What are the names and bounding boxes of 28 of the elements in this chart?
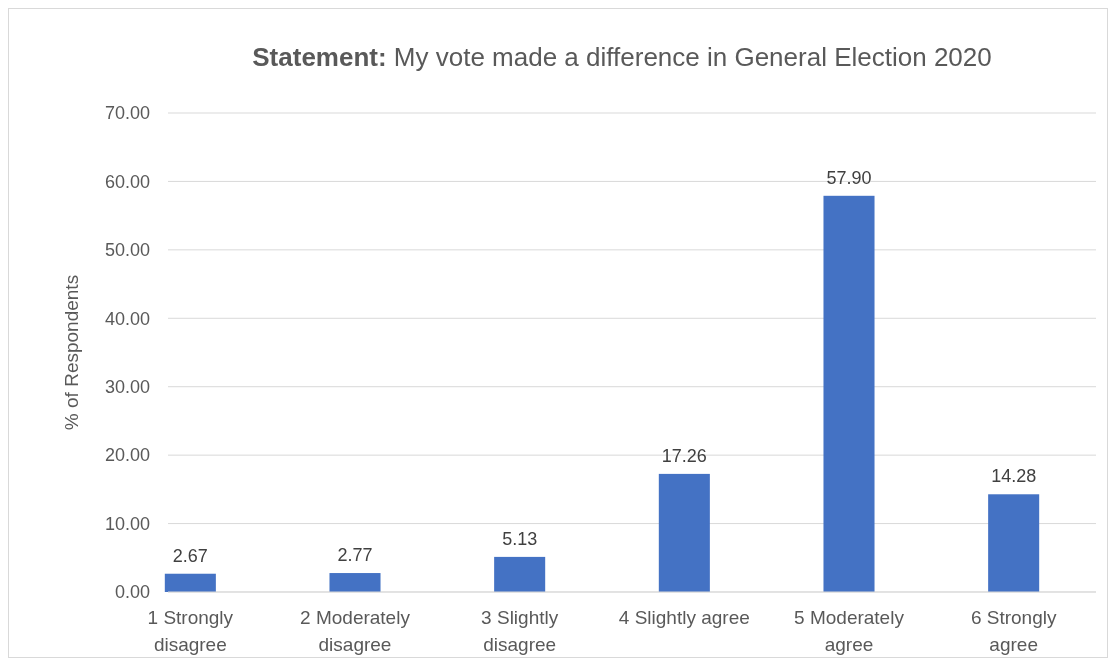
bar bbox=[329, 573, 381, 592]
data-label: 14.28 bbox=[991, 466, 1037, 487]
y-tick-label: 10.00 bbox=[104, 513, 150, 534]
chart-title: Statement: My vote made a difference in General Election 2020 bbox=[252, 42, 992, 72]
bar bbox=[823, 195, 875, 592]
x-tick-label: 3 Slightly disagree bbox=[481, 607, 559, 655]
bar bbox=[164, 573, 216, 592]
x-tick-label: 6 Strongly agree bbox=[970, 607, 1057, 655]
y-tick-label: 20.00 bbox=[104, 445, 150, 466]
y-tick-label: 40.00 bbox=[104, 308, 150, 329]
y-tick-label: 50.00 bbox=[104, 240, 150, 261]
data-label: 57.90 bbox=[826, 167, 872, 188]
y-axis-title: % of Respondents bbox=[61, 274, 82, 431]
x-tick-label: 5 Moderately agree bbox=[794, 607, 905, 655]
x-tick-label: 2 Moderately disagree bbox=[300, 607, 411, 655]
data-label: 17.26 bbox=[661, 445, 707, 466]
x-tick-label: 1 Strongly disagree bbox=[147, 607, 234, 655]
bar bbox=[494, 556, 546, 592]
y-tick-label: 70.00 bbox=[104, 103, 150, 124]
y-tick-label: 0.00 bbox=[114, 582, 150, 603]
data-label: 5.13 bbox=[502, 528, 538, 549]
y-tick-label: 60.00 bbox=[104, 171, 150, 192]
bar bbox=[988, 494, 1040, 592]
data-label: 2.77 bbox=[337, 545, 373, 566]
y-tick-label: 30.00 bbox=[104, 377, 150, 398]
bar bbox=[658, 473, 710, 592]
data-label: 2.67 bbox=[172, 545, 208, 566]
x-tick-label: 4 Slightly agree bbox=[618, 607, 750, 628]
